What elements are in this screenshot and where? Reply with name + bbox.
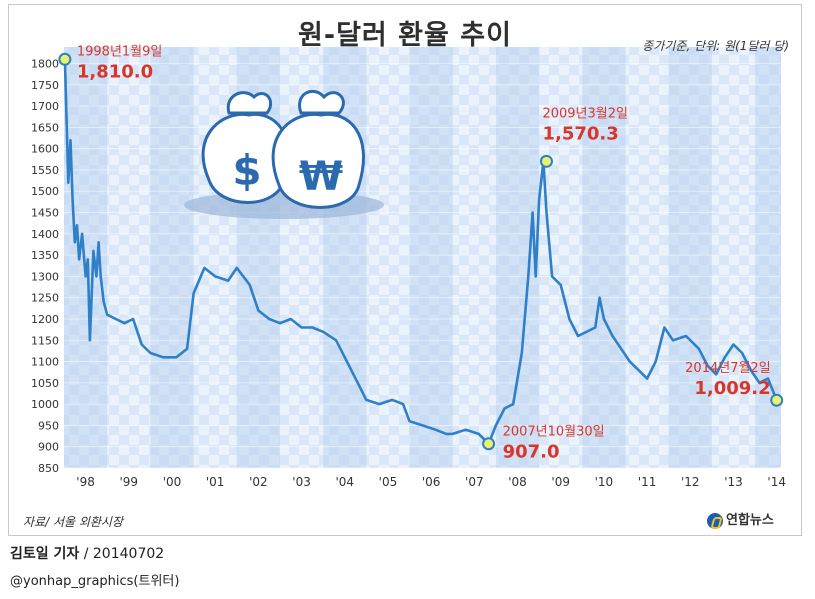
x-tick-label: '98 [76, 475, 95, 489]
y-tick-label: 1600 [31, 143, 59, 156]
x-tick-label: '08 [508, 475, 527, 489]
x-tick-label: '02 [249, 475, 268, 489]
annotation-date: 2014년7월2일 [685, 361, 771, 376]
svg-text:$: $ [232, 146, 261, 195]
y-tick-label: 1350 [31, 249, 59, 262]
logo-text: 연합뉴스 [726, 513, 774, 528]
yonhap-logo-icon [707, 512, 723, 529]
y-tick-label: 1050 [31, 377, 59, 390]
annotation-marker [539, 154, 553, 168]
y-tick-label: 1400 [31, 228, 59, 241]
x-tick-label: '01 [206, 475, 225, 489]
author-credit: 김토일 기자 / 20140702 [10, 543, 164, 563]
y-tick-label: 900 [38, 441, 59, 454]
x-tick-label: '03 [292, 475, 311, 489]
x-tick-label: '14 [767, 475, 786, 489]
annotation-marker [770, 393, 784, 407]
x-tick-label: '07 [465, 475, 484, 489]
y-tick-label: 1300 [31, 270, 59, 283]
x-tick-label: '12 [681, 475, 700, 489]
y-tick-label: 1650 [31, 121, 59, 134]
y-tick-label: 1100 [31, 356, 59, 369]
author-date: / 20140702 [83, 546, 165, 562]
chart-svg: $ ₩ 850 900 950 1000 1050 1100 1150 1200 1250 130… [31, 44, 786, 489]
x-tick-label: '00 [163, 475, 182, 489]
money-bags-illustration: $ ₩ [184, 90, 384, 219]
exchange-rate-line [63, 59, 778, 446]
author-name: 김토일 기자 [10, 546, 80, 562]
annotation-date: 2009년3월2일 [542, 106, 628, 121]
year-band [495, 47, 540, 468]
x-tick-label: '09 [551, 475, 570, 489]
source-note: 자료/ 서울 외환시장 [23, 515, 123, 529]
year-band [409, 47, 453, 468]
y-tick-label: 1450 [31, 207, 59, 220]
year-band [582, 47, 626, 468]
annotation-marker [482, 437, 496, 451]
twitter-handle: @yonhap_graphics(트위터) [10, 574, 180, 589]
y-tick-label: 1500 [31, 185, 59, 198]
y-tick-label: 1200 [31, 313, 59, 326]
y-tick-label: 1000 [31, 398, 59, 411]
y-tick-label: 1750 [31, 79, 59, 92]
y-tick-label: 1800 [31, 58, 59, 71]
annotation-date: 1998년1월9일 [77, 44, 163, 59]
chart-title: 원-달러 환율 추이 [298, 20, 512, 51]
svg-text:₩: ₩ [299, 154, 343, 200]
y-tick-label: 1550 [31, 164, 59, 177]
chart-frame: $ ₩ 850 900 950 1000 1050 1100 1150 1200 1250 130… [8, 4, 802, 536]
x-tick-label: '05 [379, 475, 398, 489]
unit-note: 종가기준, 단위: 원(1달러 당) [642, 39, 789, 53]
annotation-value: 1,009.2 [694, 378, 770, 399]
y-tick-label: 1150 [31, 334, 59, 347]
annotation-marker [58, 52, 72, 66]
x-tick-label: '11 [638, 475, 657, 489]
y-tick-label: 850 [38, 462, 59, 475]
annotation-date: 2007년10월30일 [503, 425, 605, 440]
annotation-value: 907.0 [503, 442, 560, 463]
x-tick-label: '10 [595, 475, 614, 489]
annotation-value: 1,570.3 [542, 123, 618, 144]
y-tick-label: 1250 [31, 292, 59, 305]
y-tick-label: 1700 [31, 100, 59, 113]
x-tick-label: '13 [724, 475, 743, 489]
x-tick-label: '06 [422, 475, 441, 489]
yonhap-logo: 연합뉴스 [707, 509, 774, 529]
y-tick-label: 950 [38, 419, 59, 432]
year-band [668, 47, 712, 468]
x-tick-label: '99 [120, 475, 139, 489]
annotation-value: 1,810.0 [77, 61, 153, 82]
year-band [150, 47, 194, 468]
x-tick-label: '04 [335, 475, 354, 489]
